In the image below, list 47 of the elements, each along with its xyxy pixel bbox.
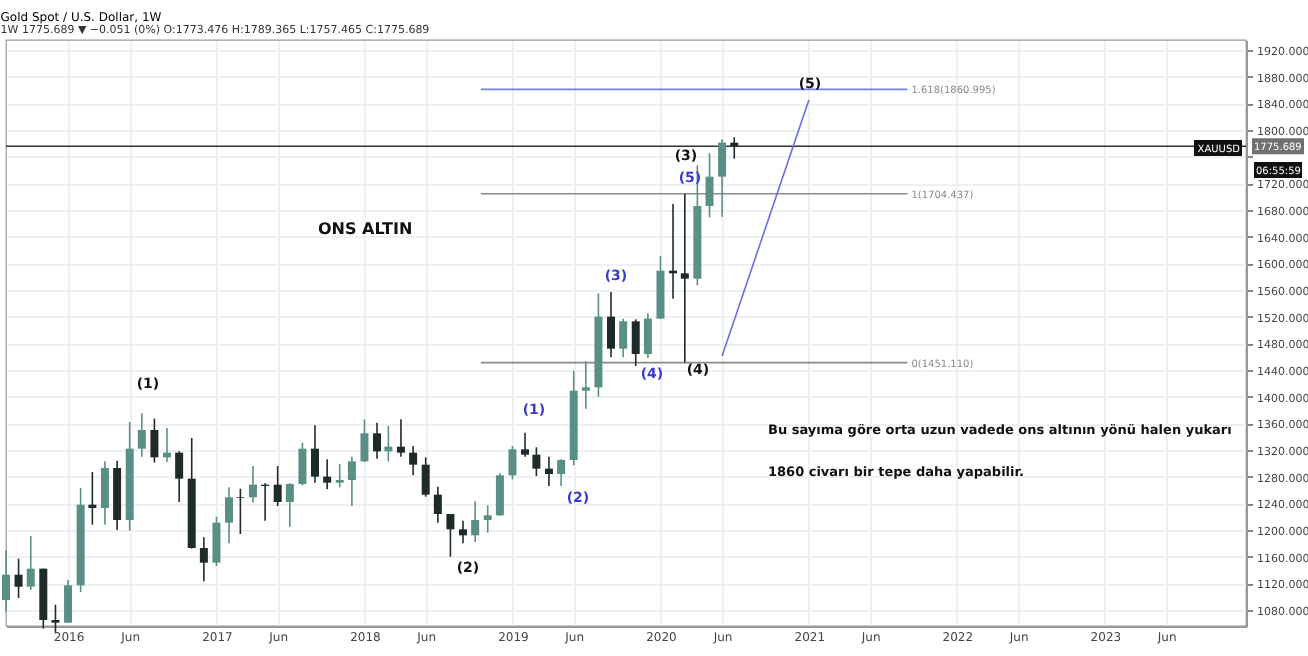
candlestick — [298, 441, 307, 487]
candlestick — [396, 418, 405, 458]
candlestick — [557, 458, 566, 487]
candlestick — [483, 504, 492, 534]
candlestick — [175, 450, 184, 503]
candlestick — [137, 412, 146, 458]
candlestick — [718, 138, 727, 218]
candlestick — [100, 460, 109, 526]
candlestick — [373, 421, 382, 460]
candlestick — [285, 482, 294, 528]
candlestick — [521, 431, 530, 458]
candlestick — [248, 465, 257, 504]
candlestick — [64, 579, 73, 624]
candlestick — [656, 255, 665, 320]
candlestick — [581, 360, 590, 410]
candlestick — [199, 536, 208, 583]
candlestick — [471, 500, 480, 543]
candlestick — [150, 417, 159, 464]
candlestick — [495, 472, 504, 517]
candlestick — [347, 455, 356, 507]
candlestick — [273, 465, 282, 507]
candlestick — [421, 456, 430, 498]
candlestick — [643, 312, 652, 359]
candlestick — [409, 445, 418, 477]
candlestick — [323, 458, 332, 491]
candlestick — [335, 463, 344, 489]
candlestick — [446, 513, 455, 558]
candlestick — [26, 535, 35, 591]
candlestick — [532, 446, 541, 477]
candlestick — [310, 424, 319, 484]
candlestick — [433, 485, 442, 524]
candlestick — [14, 557, 23, 599]
candlestick — [680, 193, 689, 364]
candlestick — [225, 486, 234, 545]
candlestick — [51, 603, 60, 634]
candlestick — [212, 515, 221, 567]
candlestick — [705, 152, 714, 219]
candlestick — [236, 487, 245, 535]
candlestick — [631, 318, 640, 367]
candlestick — [607, 291, 615, 359]
candlestick — [619, 317, 628, 359]
candlestick — [508, 445, 517, 481]
annotation: ONS ALTIN — [318, 220, 413, 238]
candlestick — [360, 418, 369, 463]
candlestick — [458, 519, 467, 545]
candlestick — [2, 549, 10, 613]
candlestick — [544, 455, 553, 487]
